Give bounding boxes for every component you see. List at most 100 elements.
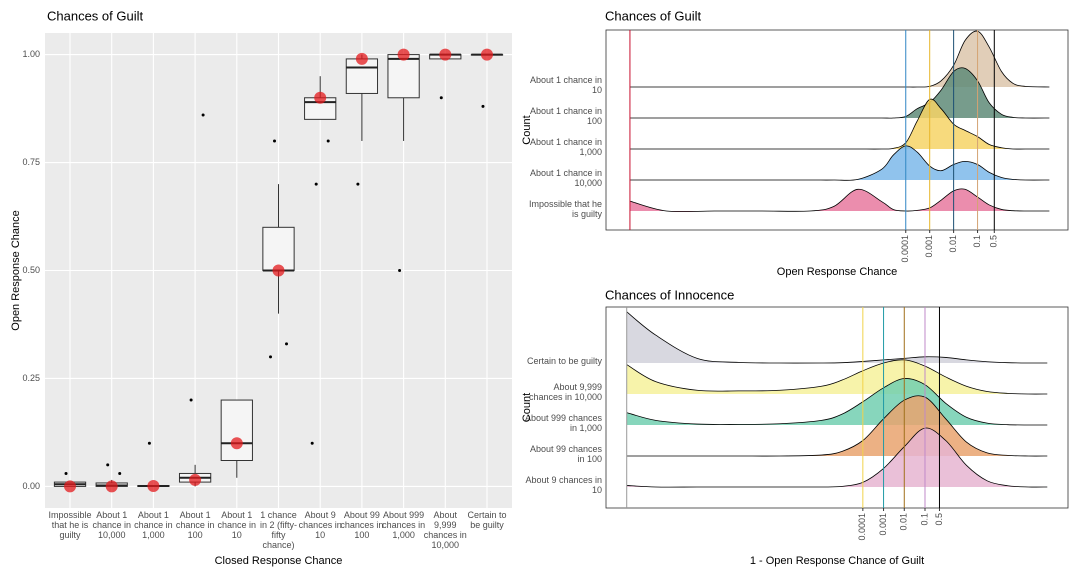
x-tick-label: About 99 chances in 100 xyxy=(340,511,384,540)
x-tick-label-box: About 9,999 chances in 10,000 xyxy=(423,511,467,550)
mean-point xyxy=(355,52,368,65)
outlier xyxy=(64,471,68,475)
mean-point xyxy=(397,48,410,61)
y-tick-label-box: About 9 chances in 10 xyxy=(525,475,602,495)
ridge-area xyxy=(629,145,1050,181)
x-tick-label: About 9 chances in 10 xyxy=(298,511,342,540)
y-tick-label: 0.00 xyxy=(22,481,40,491)
outlier xyxy=(189,398,193,402)
y-tick-label: About 1 chance in 10 xyxy=(529,75,602,95)
ridge-area xyxy=(626,359,1048,395)
outlier xyxy=(398,269,402,272)
ridge-area xyxy=(626,378,1048,426)
y-tick-label-box: About 999 chances in 1,000 xyxy=(524,413,602,433)
chart-title: Chances of Guilt xyxy=(47,8,143,23)
outlier xyxy=(273,139,276,143)
x-tick-label: Impossible that he is guilty xyxy=(48,511,92,540)
x-tick-label-box: About 1 chance in 10 xyxy=(217,511,257,540)
x-tick-label: 0.001 xyxy=(924,235,934,258)
x-tick-label-box: About 999 chances in 1,000 xyxy=(382,511,426,540)
y-tick-label: 1.00 xyxy=(22,49,40,59)
ridge-area xyxy=(629,31,1050,88)
mean-point xyxy=(105,480,118,493)
y-tick-label-box: Certain to be guilty xyxy=(526,356,602,367)
y-tick-label: About 999 chances in 1,000 xyxy=(524,413,602,433)
outlier xyxy=(285,342,288,346)
y-tick-label-box: About 1 chance in 10 xyxy=(529,75,602,95)
x-tick-label-box: About 9 chances in 10 xyxy=(298,511,342,540)
y-tick-label-box: About 1 chance in 100 xyxy=(529,106,602,126)
mean-point xyxy=(480,48,493,61)
plot-panel xyxy=(605,29,1069,231)
x-tick-label: About 999 chances in 1,000 xyxy=(382,511,426,540)
ridge-line xyxy=(629,98,1050,150)
outlier xyxy=(147,441,151,445)
outlier xyxy=(269,355,272,359)
y-axis-label: Count xyxy=(521,115,533,144)
mean-point xyxy=(189,473,202,486)
y-tick-label-box: About 1 chance in 1,000 xyxy=(530,137,602,157)
x-tick-label: About 1 chance in 10 xyxy=(217,511,257,540)
outlier xyxy=(314,182,318,186)
x-tick-label: 0.01 xyxy=(948,235,958,253)
x-tick-label: About 1 chance in 1,000 xyxy=(134,511,173,540)
x-tick-label-box: About 99 chances in 100 xyxy=(340,511,384,540)
x-tick-label: 0.1 xyxy=(919,513,929,526)
x-tick-label-box: Certain to be guilty xyxy=(467,511,506,530)
y-tick-label: 0.75 xyxy=(22,157,40,167)
x-axis-label: Closed Response Chance xyxy=(215,555,343,567)
y-tick-label: Certain to be guilty xyxy=(526,356,602,367)
y-tick-label-box: About 9,999 chances in 10,000 xyxy=(528,382,602,402)
y-tick-label: About 9,999 chances in 10,000 xyxy=(528,382,602,402)
box xyxy=(262,226,295,271)
x-tick-label: About 1 chance in 100 xyxy=(175,511,215,540)
ridge-area xyxy=(626,428,1048,488)
x-tick-label-box: About 1 chance in 10,000 xyxy=(92,511,131,540)
outlier xyxy=(106,463,110,467)
x-tick-label: 0.1 xyxy=(972,235,982,248)
ridge-area xyxy=(629,67,1050,119)
outlier xyxy=(310,441,314,445)
box xyxy=(387,54,420,99)
ridge-area xyxy=(629,188,1050,212)
x-tick-label: 0.0001 xyxy=(857,513,867,541)
y-tick-label-box: Impossible that he is guilty xyxy=(528,199,602,219)
mean-point xyxy=(64,480,77,493)
ridge-line xyxy=(629,145,1050,181)
ridge-line xyxy=(629,67,1050,119)
y-axis-label: Count xyxy=(521,393,533,422)
y-tick-label: Impossible that he is guilty xyxy=(528,199,602,219)
x-tick-label: 1 chance in 2 (fifty-fifty chance) xyxy=(259,511,297,550)
y-tick-label: About 1 chance in 10,000 xyxy=(529,168,602,188)
outlier xyxy=(356,182,360,186)
outlier xyxy=(326,139,330,143)
x-tick-label-box: 1 chance in 2 (fifty-fifty chance) xyxy=(259,511,297,550)
ridge-line xyxy=(629,30,1050,88)
outlier xyxy=(201,113,205,117)
x-tick-label-box: Impossible that he is guilty xyxy=(48,511,92,540)
ridge-area xyxy=(629,99,1050,150)
chart-title: Chances of Innocence xyxy=(605,287,734,302)
y-tick-label: About 1 chance in 100 xyxy=(529,106,602,126)
mean-point xyxy=(230,437,243,450)
y-tick-label: About 9 chances in 10 xyxy=(525,475,602,495)
ridge-area xyxy=(626,311,1048,364)
y-tick-label: 0.25 xyxy=(22,373,40,383)
x-tick-label: About 9,999 chances in 10,000 xyxy=(423,511,467,550)
x-tick-label: 0.01 xyxy=(899,513,909,531)
ridge-line xyxy=(629,188,1050,213)
x-tick-label: 0.0001 xyxy=(900,235,910,263)
x-tick-label: 0.5 xyxy=(934,513,944,526)
mean-point xyxy=(439,48,452,61)
y-tick-label: About 99 chances in 100 xyxy=(529,444,602,464)
x-tick-label: 0.001 xyxy=(878,513,888,536)
mean-point xyxy=(147,479,160,492)
y-tick-label-box: About 1 chance in 10,000 xyxy=(529,168,602,188)
x-axis-label: Open Response Chance xyxy=(777,266,897,278)
y-tick-label-box: About 99 chances in 100 xyxy=(529,444,602,464)
chart-title: Chances of Guilt xyxy=(605,8,701,23)
x-tick-label: About 1 chance in 10,000 xyxy=(92,511,131,540)
outlier xyxy=(118,471,122,475)
